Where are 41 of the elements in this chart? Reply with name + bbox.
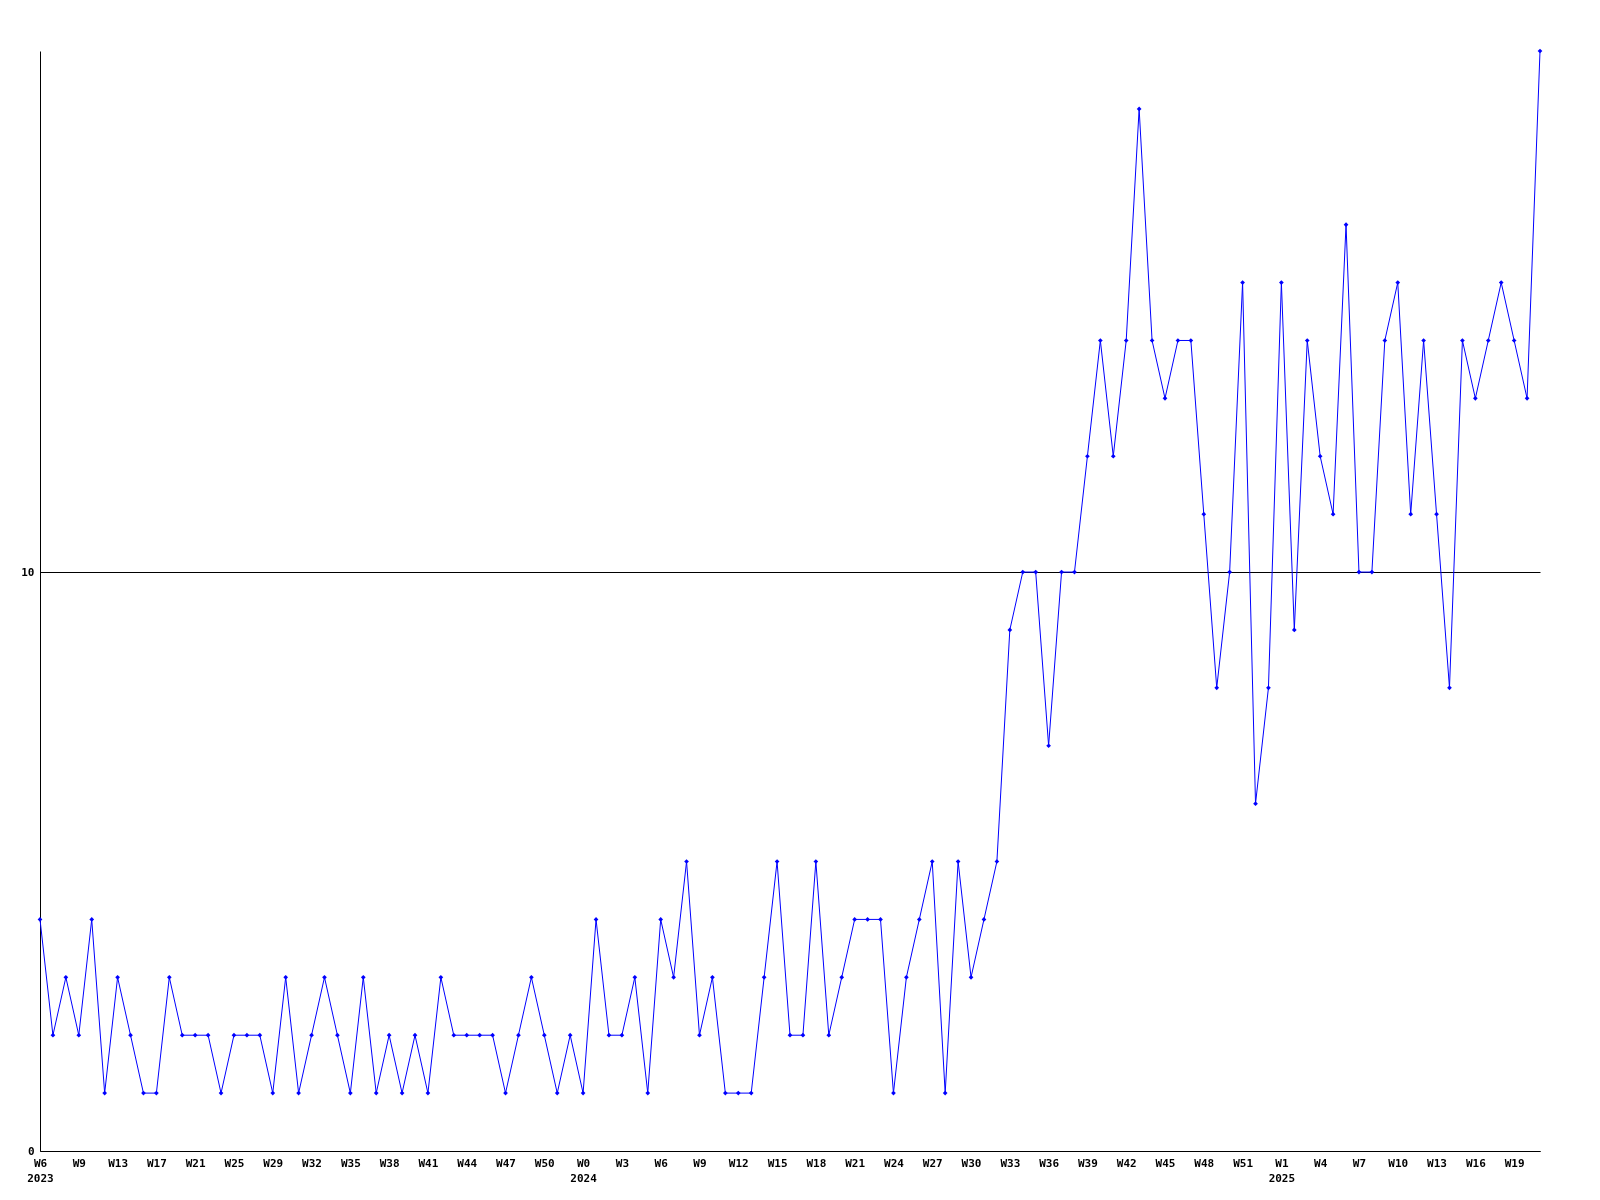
x-tick-label: W18 (806, 1156, 827, 1170)
x-tick-label: W25 (224, 1156, 245, 1170)
x-tick-label: W7 (1352, 1156, 1367, 1170)
x-tick-label: W29 (263, 1156, 284, 1170)
x-tick-label: W48 (1194, 1156, 1215, 1170)
x-tick-label: W13 (1427, 1156, 1447, 1170)
x-tick-label: W39 (1077, 1156, 1098, 1170)
x-tick-label: W30 (961, 1156, 982, 1170)
x-tick-label: W47 (496, 1156, 516, 1170)
x-tick-label: W21 (845, 1156, 866, 1170)
x-tick-label: W33 (1000, 1156, 1021, 1170)
x-tick-label: W0 2024 (570, 1156, 598, 1185)
x-tick-label: W6 2023 (27, 1156, 54, 1185)
x-tick-label: W9 (693, 1156, 707, 1170)
x-tick-label: W44 (457, 1156, 478, 1170)
x-tick-label: W27 (922, 1156, 943, 1170)
x-tick-label: W24 (884, 1156, 905, 1170)
x-tick-label: W3 (615, 1156, 630, 1170)
y-tick-label: 0 (27, 1144, 35, 1158)
x-tick-label: W45 (1155, 1156, 1176, 1170)
x-tick-label: W21 (185, 1156, 206, 1170)
x-tick-label: W50 (534, 1156, 555, 1170)
x-tick-label: W9 (72, 1156, 86, 1170)
y-tick-label: 10 (21, 565, 35, 579)
x-tick-label: W6 (654, 1156, 669, 1170)
x-tick-label: W36 (1039, 1156, 1060, 1170)
x-tick-label: W19 (1504, 1156, 1525, 1170)
x-tick-label: W10 (1388, 1156, 1409, 1170)
x-tick-label: W17 (146, 1156, 167, 1170)
x-tick-label: W4 (1314, 1156, 1328, 1170)
x-tick-label: W32 (302, 1156, 322, 1170)
x-tick-label: W51 (1233, 1156, 1254, 1170)
x-tick-label: W1 2025 (1268, 1156, 1296, 1185)
x-tick-label: W13 (108, 1156, 129, 1170)
x-tick-label: W16 (1465, 1156, 1487, 1170)
x-tick-label: W42 (1116, 1156, 1137, 1170)
x-tick-label: W12 (728, 1156, 749, 1170)
x-tick-label: W15 (767, 1156, 788, 1170)
x-tick-label: W38 (379, 1156, 400, 1170)
x-tick-label: W35 (340, 1156, 361, 1170)
x-tick-label: W41 (418, 1156, 439, 1170)
